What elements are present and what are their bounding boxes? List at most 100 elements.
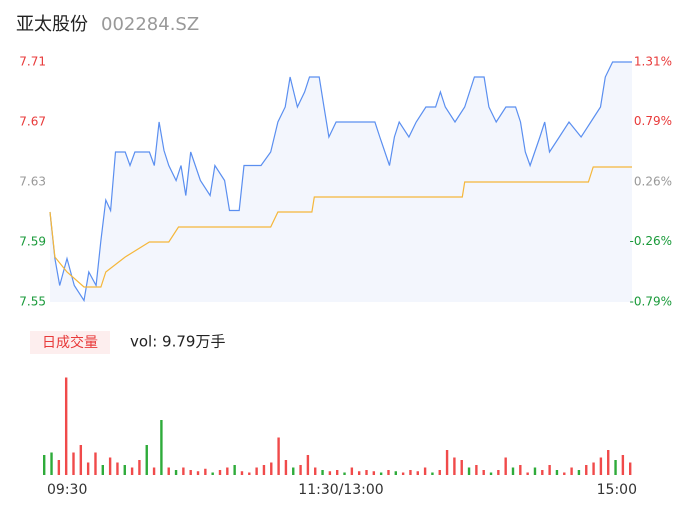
volume-total: vol: 9.79万手 (130, 333, 225, 351)
volume-bar (130, 467, 134, 475)
volume-title: 日成交量 (42, 334, 98, 351)
volume-bar (489, 472, 493, 475)
stock-code: 002284.SZ (101, 14, 199, 35)
volume-bar (43, 455, 46, 475)
volume-bar (138, 460, 141, 475)
volume-bar (255, 467, 258, 475)
volume-bar (314, 467, 317, 475)
volume-bar (343, 472, 346, 475)
volume-bar (328, 471, 332, 475)
volume-bar (438, 470, 441, 475)
y-tick-label: 7.59 (19, 235, 46, 249)
y2-tick-label: 0.26% (634, 175, 672, 189)
x-tick-label: 15:00 (597, 482, 637, 498)
volume-bar (563, 472, 566, 475)
volume-bar (174, 470, 178, 475)
volume-bar (570, 467, 573, 475)
volume-bar (431, 472, 434, 475)
volume-bar (401, 472, 405, 475)
volume-bar (416, 471, 419, 475)
volume-bar (152, 467, 156, 475)
volume-bar (365, 470, 368, 475)
volume-bar (189, 470, 192, 475)
y2-tick-label: -0.79% (630, 295, 672, 309)
volume-badge (30, 331, 110, 354)
volume-bar (460, 460, 463, 475)
volume-bar (387, 470, 390, 475)
volume-bar (145, 445, 148, 475)
volume-bar (607, 450, 610, 475)
volume-bar (592, 462, 595, 475)
volume-bar (577, 470, 581, 475)
volume-bar (248, 472, 251, 475)
series-line (49, 166, 632, 288)
volume-bar (504, 457, 507, 475)
volume-bar (357, 471, 361, 475)
y-tick-label: 7.63 (19, 175, 46, 189)
volume-bar (86, 462, 90, 475)
volume-bar (585, 465, 588, 475)
volume-bar (262, 465, 266, 475)
volume-bar (240, 471, 244, 475)
volume-bar (167, 467, 170, 475)
volume-bar (467, 467, 471, 475)
volume-bar (629, 462, 632, 475)
y2-tick-label: 1.31% (634, 55, 672, 69)
volume-bar (519, 465, 522, 475)
volume-bar (321, 470, 324, 475)
volume-bar (614, 460, 617, 475)
volume-bar (270, 462, 273, 475)
volume-bar (292, 467, 295, 475)
volume-bar (79, 445, 83, 475)
volume-bar (548, 465, 551, 475)
volume-bar (226, 467, 229, 475)
volume-bar (277, 437, 280, 475)
volume-bar (423, 467, 427, 475)
volume-bar (511, 467, 515, 475)
volume-bar (372, 471, 376, 475)
volume-bar (284, 460, 288, 475)
volume-bar (533, 467, 537, 475)
x-tick-label: 09:30 (47, 482, 87, 498)
volume-bar (233, 465, 236, 475)
x-tick-label: 11:30/13:00 (298, 482, 383, 498)
volume-bar (555, 470, 559, 475)
volume-bar (453, 457, 456, 475)
volume-bar (497, 470, 500, 475)
volume-bar (211, 472, 214, 475)
volume-bar (599, 457, 603, 475)
volume-bar (379, 472, 383, 475)
volume-bar (72, 452, 75, 475)
volume-bar (94, 452, 97, 475)
volume-bar (160, 420, 163, 475)
volume-bar (445, 450, 449, 475)
volume-bar (64, 377, 68, 475)
volume-bar (482, 470, 485, 475)
volume-bar (196, 471, 200, 475)
volume-bar (306, 455, 310, 475)
volume-bar (526, 472, 529, 475)
volume-bar (123, 465, 126, 475)
volume-bar (621, 455, 625, 475)
volume-bar (475, 465, 478, 475)
volume-bar (204, 468, 207, 475)
volume-bar (116, 462, 119, 475)
y-tick-label: 7.67 (19, 115, 46, 129)
volume-bar (409, 470, 412, 475)
volume-bar (394, 471, 397, 475)
volume-bar (299, 465, 302, 475)
volume-bar (541, 470, 544, 475)
y-tick-label: 7.55 (19, 295, 46, 309)
volume-bar (218, 470, 222, 475)
price-area (50, 62, 632, 302)
volume-bar (101, 465, 104, 475)
y-tick-label: 7.71 (19, 55, 46, 69)
volume-bar (57, 460, 61, 475)
volume-bar (108, 457, 112, 475)
volume-bar (50, 452, 53, 475)
volume-bar (336, 470, 339, 475)
stock-name: 亚太股份 (16, 14, 88, 35)
volume-bar (182, 467, 185, 475)
